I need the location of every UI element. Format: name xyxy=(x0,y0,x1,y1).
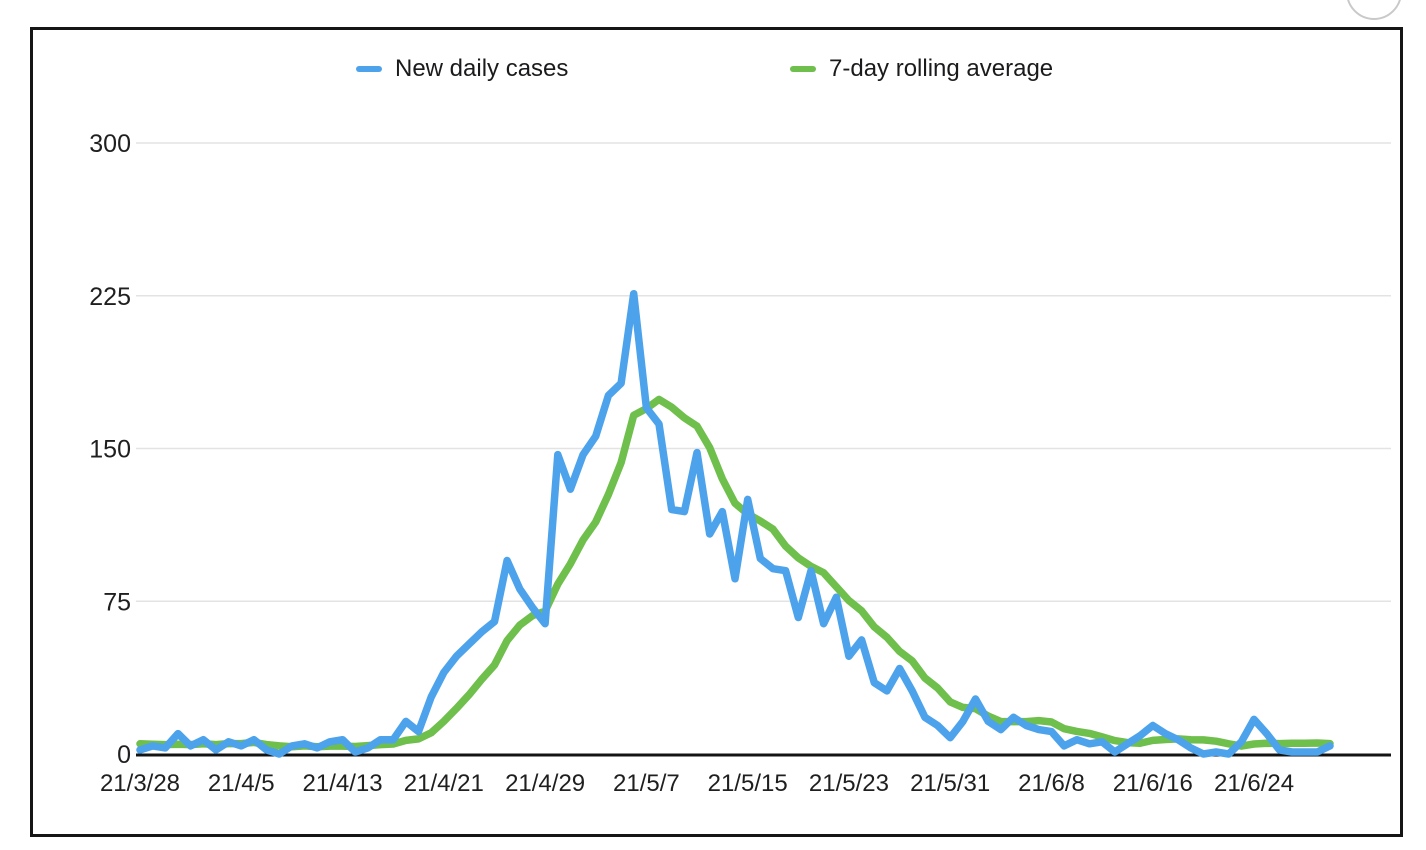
x-tick-label: 21/5/7 xyxy=(613,770,680,797)
x-tick-label: 21/4/13 xyxy=(303,770,383,797)
legend-label: New daily cases xyxy=(395,55,569,82)
x-tick-label: 21/5/31 xyxy=(910,770,990,797)
y-tick-label: 300 xyxy=(89,130,131,158)
legend-series-marker-icon xyxy=(790,66,816,72)
gridlines xyxy=(136,142,1391,757)
x-tick-label: 21/5/15 xyxy=(708,770,788,797)
chart-frame xyxy=(30,27,1403,837)
x-tick-label: 21/5/23 xyxy=(809,770,889,797)
y-axis-labels: 0 75 150 225 300 xyxy=(89,130,131,769)
x-axis-labels: 21/3/28 21/4/5 21/4/13 21/4/21 21/4/29 21/5/7… xyxy=(100,770,1294,797)
y-tick-label: 75 xyxy=(103,588,131,616)
y-tick-label: 0 xyxy=(117,741,131,769)
legend-item-new-daily-cases[interactable]: New daily cases xyxy=(356,55,568,83)
x-tick-label: 21/3/28 xyxy=(100,770,180,797)
legend-label: 7-day rolling average xyxy=(829,55,1054,82)
data-series xyxy=(136,289,1334,758)
y-tick-label: 150 xyxy=(89,436,131,464)
x-tick-label: 21/4/21 xyxy=(404,770,484,797)
series-line-0 xyxy=(136,289,1334,758)
x-tick-label: 21/4/5 xyxy=(208,770,275,797)
y-tick-label: 225 xyxy=(89,283,131,311)
legend-item-7-day-rolling-average[interactable]: 7-day rolling average xyxy=(790,55,1053,83)
x-tick-label: 21/4/29 xyxy=(505,770,585,797)
x-tick-label: 21/6/8 xyxy=(1018,770,1085,797)
legend-series-marker-icon xyxy=(356,66,382,72)
x-tick-label: 21/6/24 xyxy=(1214,770,1294,797)
x-tick-label: 21/6/16 xyxy=(1113,770,1193,797)
